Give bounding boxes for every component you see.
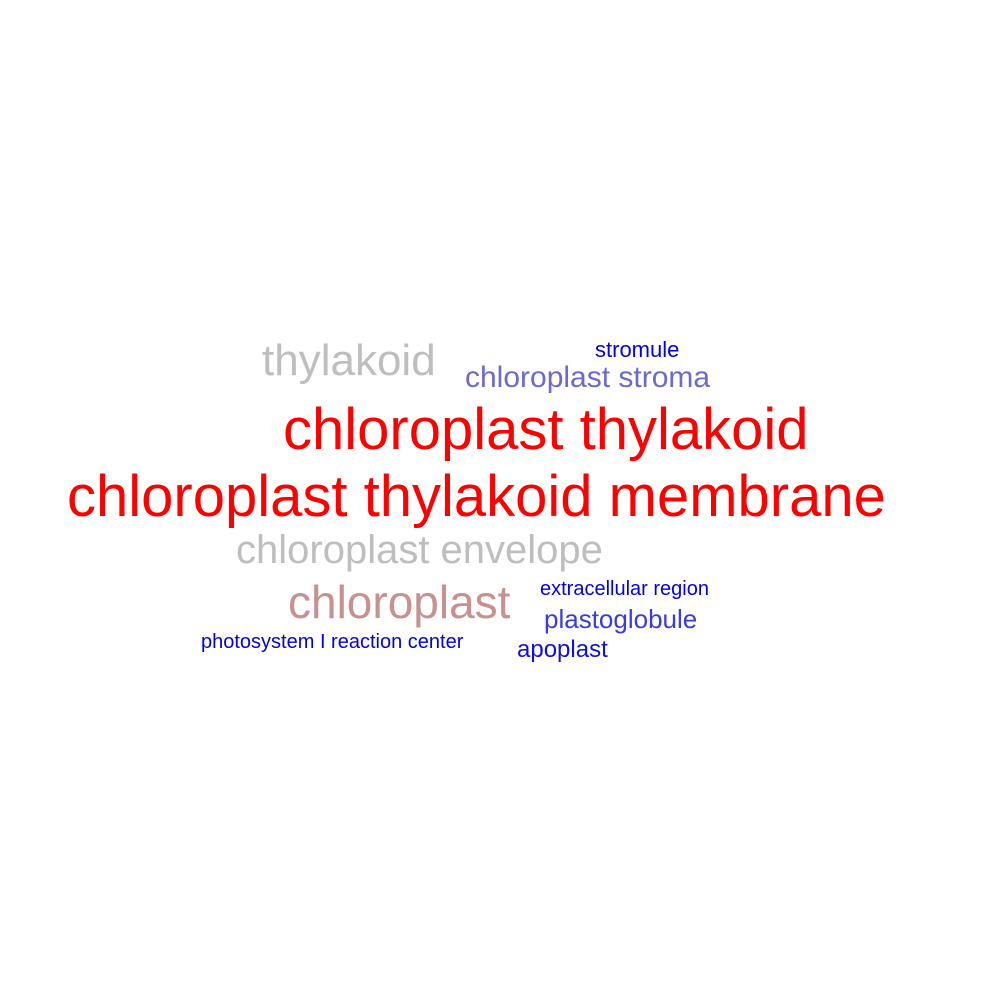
- word-plastoglobule: plastoglobule: [544, 604, 698, 634]
- word-thylakoid: thylakoid: [262, 336, 436, 385]
- word-photosystem-i-reaction-center: photosystem I reaction center: [201, 631, 464, 653]
- word-chloroplast-envelope: chloroplast envelope: [236, 528, 603, 572]
- word-chloroplast-thylakoid: chloroplast thylakoid: [283, 397, 809, 462]
- word-apoplast: apoplast: [517, 636, 608, 663]
- word-chloroplast-stroma: chloroplast stroma: [465, 361, 711, 394]
- word-stromule: stromule: [595, 337, 680, 362]
- word-extracellular-region: extracellular region: [540, 578, 709, 600]
- word-chloroplast: chloroplast: [288, 576, 511, 628]
- word-chloroplast-thylakoid-membrane: chloroplast thylakoid membrane: [67, 464, 886, 529]
